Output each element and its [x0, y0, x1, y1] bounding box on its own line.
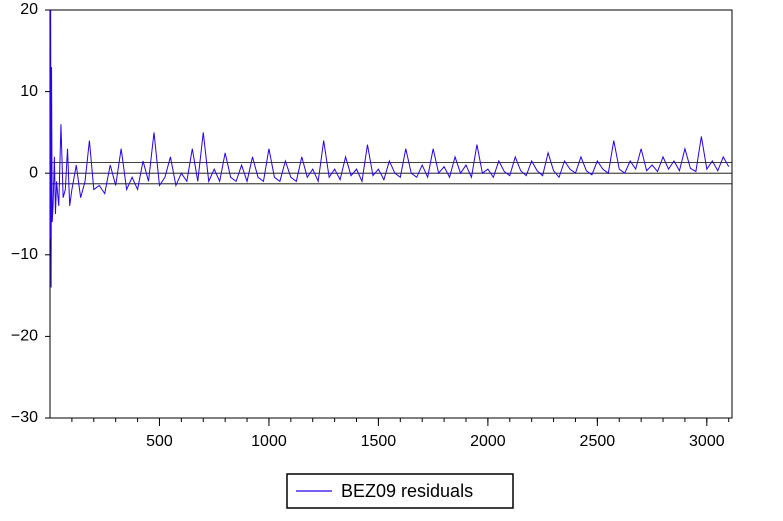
- legend-label: BEZ09 residuals: [341, 481, 473, 501]
- y-tick-label: −10: [11, 246, 38, 263]
- y-tick-label: −20: [11, 328, 38, 345]
- y-tick-label: −30: [11, 409, 38, 426]
- x-tick-label: 3000: [689, 433, 725, 450]
- legend: BEZ09 residuals: [286, 473, 514, 509]
- y-tick-label: 0: [29, 164, 38, 181]
- x-tick-label: 1000: [251, 433, 287, 450]
- x-tick-label: 500: [146, 433, 173, 450]
- y-tick-label: 20: [20, 1, 38, 18]
- x-tick-label: 2000: [470, 433, 506, 450]
- y-tick-label: 10: [20, 83, 38, 100]
- x-tick-label: 1500: [361, 433, 397, 450]
- x-tick-label: 2500: [580, 433, 616, 450]
- series-line: [49, 9, 730, 288]
- plot-frame: [49, 9, 733, 419]
